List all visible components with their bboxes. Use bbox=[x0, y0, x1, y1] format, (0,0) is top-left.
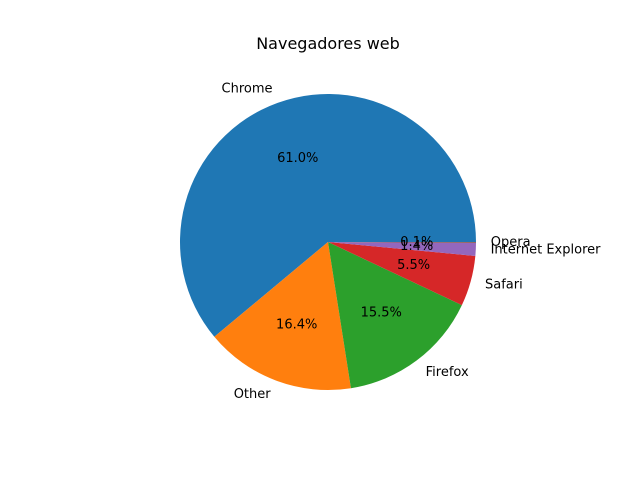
slice-label-chrome: Chrome bbox=[222, 81, 273, 96]
slice-label-opera: Opera bbox=[491, 235, 531, 250]
slice-label-safari: Safari bbox=[485, 278, 523, 293]
slice-pct-firefox: 15.5% bbox=[361, 306, 402, 321]
pie-labels: Chrome 61.0% Other 16.4% Firefox 15.5% Safari 5… bbox=[222, 81, 602, 401]
chart-title: Navegadores web bbox=[256, 34, 400, 53]
slice-pct-opera: 0.1% bbox=[400, 235, 433, 250]
slice-pct-chrome: 61.0% bbox=[277, 151, 318, 166]
slice-internet-explorer bbox=[328, 242, 476, 256]
slice-safari bbox=[328, 242, 476, 306]
slice-label-other: Other bbox=[234, 387, 272, 402]
slice-pct-other: 16.4% bbox=[276, 318, 317, 333]
slice-opera bbox=[328, 242, 476, 243]
slice-firefox bbox=[328, 242, 462, 389]
slice-chrome bbox=[180, 94, 476, 337]
slice-pct-safari: 5.5% bbox=[397, 258, 430, 273]
slice-pct-internet-explorer: 1.4% bbox=[400, 239, 433, 254]
slice-label-internet-explorer: Internet Explorer bbox=[491, 243, 602, 258]
slice-other bbox=[214, 242, 351, 390]
slice-label-firefox: Firefox bbox=[426, 365, 469, 380]
pie-slices bbox=[180, 94, 476, 390]
